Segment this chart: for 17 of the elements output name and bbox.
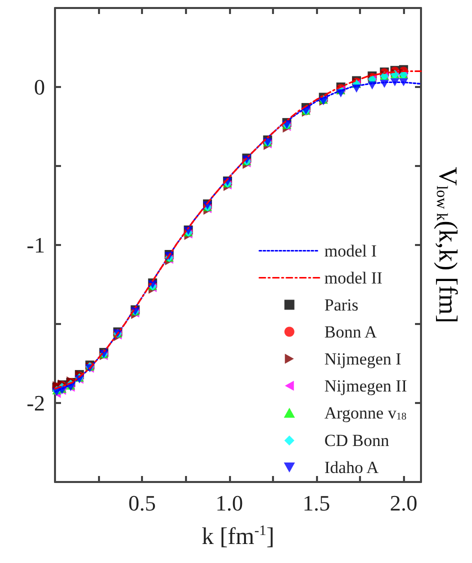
x-tick-label: 1.0 <box>216 490 244 516</box>
legend-label: Paris <box>324 295 358 314</box>
legend-label: Nijmegen II <box>324 376 408 396</box>
legend-label: model II <box>324 268 383 288</box>
legend-label: model I <box>324 241 378 260</box>
legend-label: Idaho A <box>324 458 380 477</box>
legend-label: CD Bonn <box>324 431 390 450</box>
x-tick-label: 0.5 <box>128 490 156 516</box>
y-tick-label: 0 <box>34 74 45 100</box>
y-tick-label: -1 <box>26 232 45 258</box>
x-tick-label: 2.0 <box>390 490 418 516</box>
y-axis-title: Vlow k(k,k) [fm] <box>433 166 462 324</box>
legend-label: Bonn A <box>324 322 378 342</box>
y-tick-label: -2 <box>26 390 45 416</box>
legend-label: Nijmegen I <box>324 349 402 368</box>
legend-label: Argonne v18 <box>324 403 407 422</box>
x-tick-label: 1.5 <box>302 490 330 516</box>
